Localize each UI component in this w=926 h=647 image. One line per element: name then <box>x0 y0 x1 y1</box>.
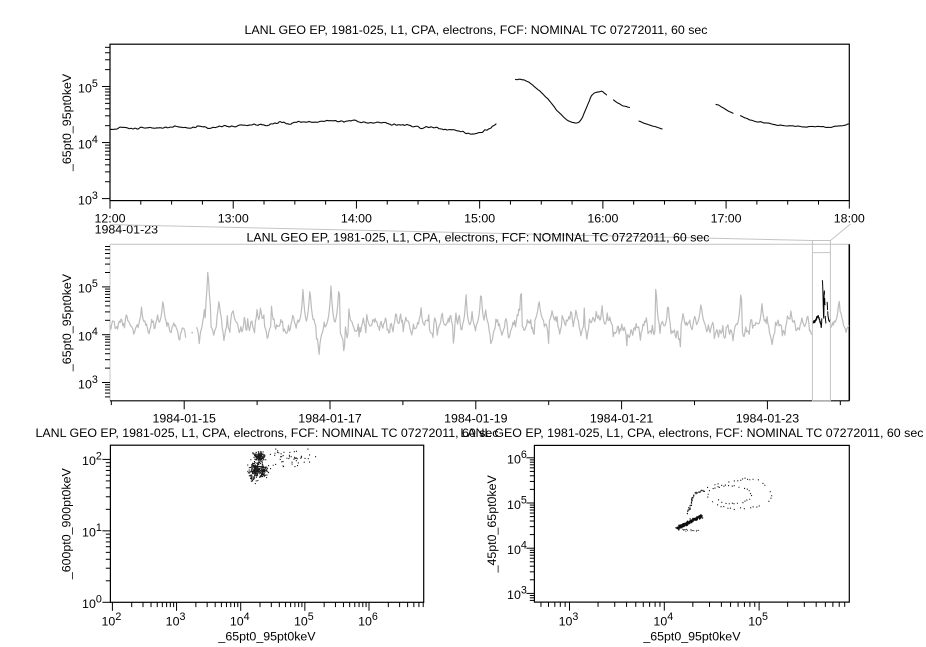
svg-text:1984-01-23: 1984-01-23 <box>736 411 799 425</box>
svg-text:LANL GEO EP, 1981-025, L1, CPA: LANL GEO EP, 1981-025, L1, CPA, electron… <box>460 426 923 440</box>
svg-text:1984-01-17: 1984-01-17 <box>298 411 361 425</box>
svg-text:_600pt0_900pt0keV: _600pt0_900pt0keV <box>59 468 73 581</box>
svg-text:_65pt0_95pt0keV: _65pt0_95pt0keV <box>60 273 74 372</box>
svg-text:13:00: 13:00 <box>218 211 249 225</box>
svg-text:1984-01-21: 1984-01-21 <box>590 411 653 425</box>
svg-text:1984-01-23: 1984-01-23 <box>95 223 158 237</box>
svg-text:LANL GEO EP, 1981-025, L1, CPA: LANL GEO EP, 1981-025, L1, CPA, electron… <box>35 426 498 440</box>
svg-text:1984-01-19: 1984-01-19 <box>444 411 507 425</box>
svg-text:LANL GEO EP, 1981-025, L1, CPA: LANL GEO EP, 1981-025, L1, CPA, electron… <box>244 23 707 37</box>
svg-text:14:00: 14:00 <box>341 211 372 225</box>
svg-text:_65pt0_95pt0keV: _65pt0_95pt0keV <box>642 630 741 644</box>
svg-text:17:00: 17:00 <box>711 211 742 225</box>
svg-text:LANL GEO EP, 1981-025, L1, CPA: LANL GEO EP, 1981-025, L1, CPA, electron… <box>246 231 709 245</box>
svg-text:_65pt0_95pt0keV: _65pt0_95pt0keV <box>217 630 316 644</box>
svg-text:12:00: 12:00 <box>94 211 125 225</box>
svg-text:16:00: 16:00 <box>587 211 618 225</box>
svg-text:18:00: 18:00 <box>834 211 865 225</box>
svg-text:_45pt0_65pt0keV: _45pt0_65pt0keV <box>485 474 499 573</box>
svg-text:_65pt0_95pt0keV: _65pt0_95pt0keV <box>60 73 74 172</box>
svg-text:15:00: 15:00 <box>464 211 495 225</box>
svg-text:1984-01-15: 1984-01-15 <box>153 411 216 425</box>
